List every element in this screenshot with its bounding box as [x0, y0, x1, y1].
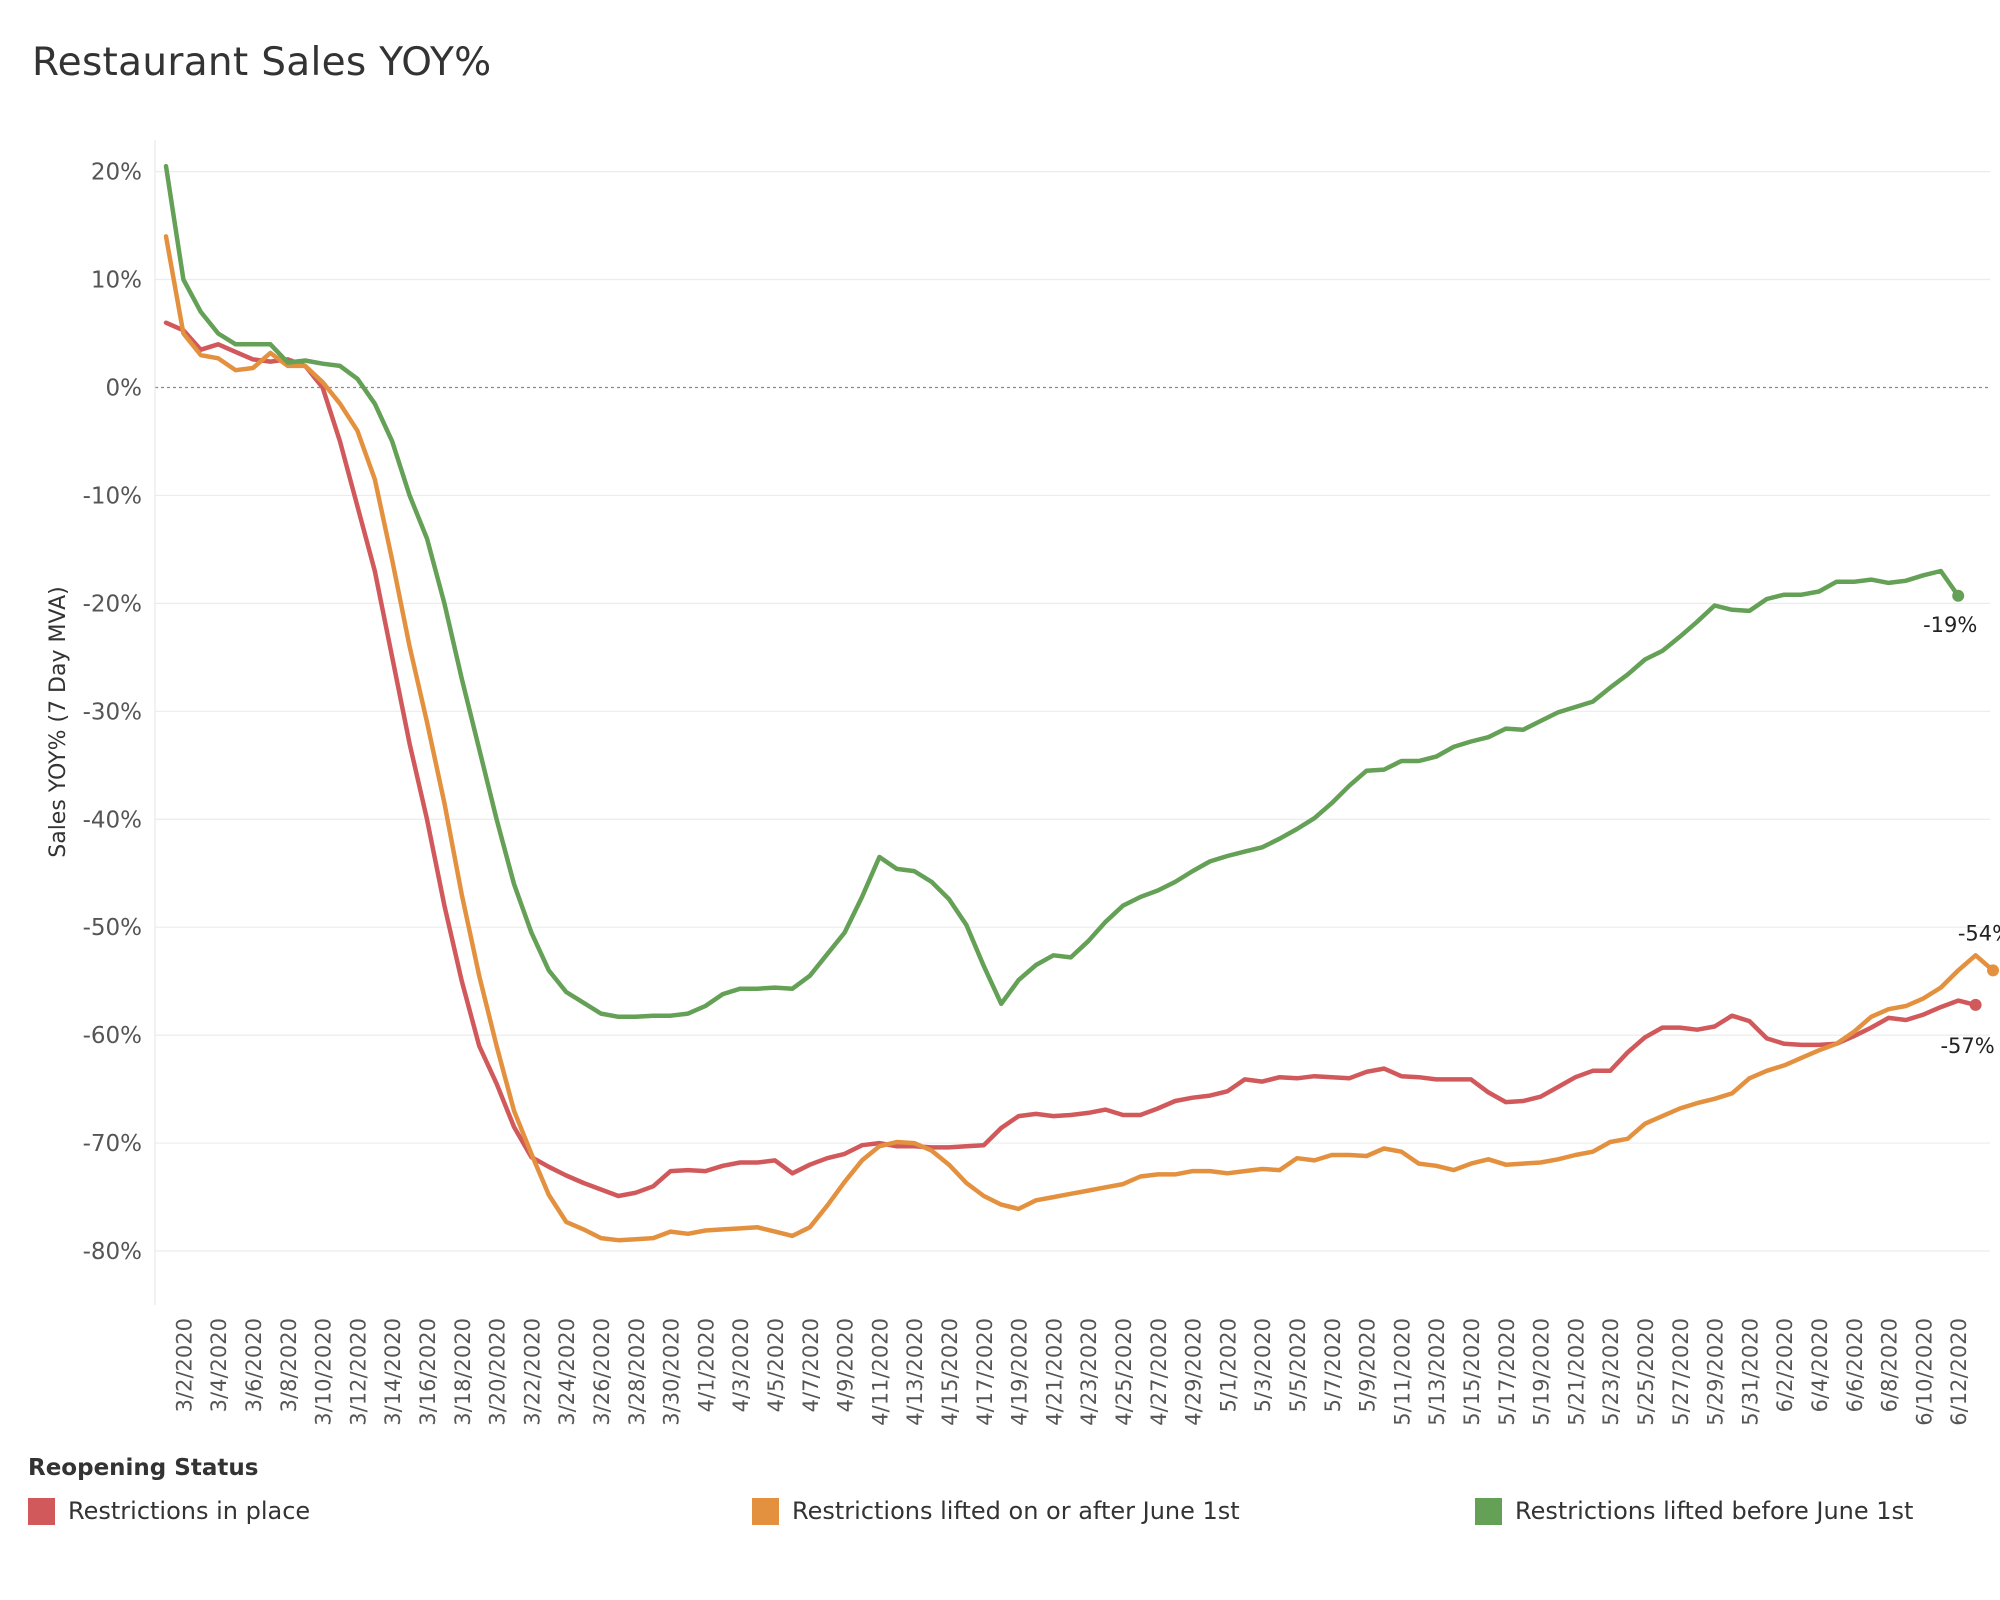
y-axis-ticks: 20% 10% 0% -10% -20% -30% -40% -50% -60% -70% -80% [83, 160, 142, 1265]
legend-swatch [752, 1497, 779, 1525]
y-tick-label: 20% [91, 160, 142, 186]
x-tick-label: 4/1/2020 [694, 1318, 718, 1412]
x-tick-label: 3/20/2020 [486, 1318, 510, 1426]
x-tick-label: 4/21/2020 [1042, 1318, 1066, 1426]
end-labels: -57% -54% -19% [1923, 613, 2000, 1058]
x-tick-label: 3/26/2020 [590, 1318, 614, 1426]
x-axis-ticks: 3/2/2020 3/4/2020 3/6/2020 3/8/2020 3/10/202… [154, 140, 1971, 1426]
x-tick-label: 5/13/2020 [1425, 1318, 1449, 1426]
x-tick-label: 5/21/2020 [1564, 1318, 1588, 1426]
line-chart: 20% 10% 0% -10% -20% -30% -40% -50% -60% -70% -80%… [46, 140, 2000, 1426]
x-tick-label: 5/23/2020 [1599, 1318, 1623, 1426]
x-tick-label: 3/6/2020 [242, 1318, 266, 1412]
x-tick-label: 5/1/2020 [1216, 1318, 1240, 1412]
end-value-label: -19% [1923, 613, 1977, 637]
x-tick-label: 5/7/2020 [1321, 1318, 1345, 1412]
y-tick-label: -10% [83, 483, 142, 509]
x-tick-label: 5/25/2020 [1634, 1318, 1658, 1426]
x-tick-label: 6/10/2020 [1912, 1318, 1936, 1426]
x-tick-label: 3/4/2020 [207, 1318, 231, 1412]
y-tick-label: -40% [83, 807, 142, 833]
legend-label: Restrictions in place [68, 1497, 311, 1525]
x-tick-label: 3/12/2020 [346, 1318, 370, 1426]
x-tick-label: 3/18/2020 [451, 1318, 475, 1426]
series-line-1 [163, 320, 1978, 1199]
series-end-marker [1969, 998, 1982, 1011]
series-line-2 [163, 234, 1996, 1243]
x-tick-label: 6/6/2020 [1843, 1318, 1867, 1412]
legend-item[interactable]: Restrictions in place [28, 1495, 310, 1527]
y-axis-label: Sales YOY% (7 Day MVA) [46, 586, 71, 858]
series-line-3 [163, 163, 1961, 1020]
x-tick-label: 5/5/2020 [1286, 1318, 1310, 1412]
x-tick-label: 6/4/2020 [1808, 1318, 1832, 1412]
x-tick-label: 3/10/2020 [312, 1318, 336, 1426]
legend: Reopening Status Restrictions in place Re… [28, 1455, 1988, 1545]
x-tick-label: 4/17/2020 [973, 1318, 997, 1426]
y-tick-label: -70% [83, 1131, 142, 1157]
x-tick-label: 4/5/2020 [764, 1318, 788, 1412]
y-tick-label: -20% [83, 591, 142, 617]
x-tick-label: 5/31/2020 [1738, 1318, 1762, 1426]
x-tick-label: 3/16/2020 [416, 1318, 440, 1426]
legend-label: Restrictions lifted on or after June 1st [792, 1497, 1240, 1525]
x-tick-label: 5/9/2020 [1356, 1318, 1380, 1412]
y-tick-label: -50% [83, 915, 142, 941]
x-tick-label: 5/27/2020 [1669, 1318, 1693, 1426]
x-tick-label: 3/8/2020 [277, 1318, 301, 1412]
x-tick-label: 5/3/2020 [1251, 1318, 1275, 1412]
legend-label: Restrictions lifted before June 1st [1515, 1497, 1914, 1525]
chart-title: Restaurant Sales YOY% [32, 40, 492, 85]
end-value-label: -57% [1940, 1034, 1994, 1058]
y-tick-label: -60% [83, 1023, 142, 1049]
series-end-marker [1952, 589, 1965, 602]
legend-title: Reopening Status [28, 1455, 259, 1481]
x-tick-label: 3/22/2020 [520, 1318, 544, 1426]
series-end-marker [1987, 964, 1999, 977]
x-tick-label: 3/30/2020 [660, 1318, 684, 1426]
x-tick-label: 3/2/2020 [172, 1318, 196, 1412]
x-tick-label: 4/29/2020 [1182, 1318, 1206, 1426]
y-tick-label: 0% [106, 375, 143, 401]
x-tick-label: 5/11/2020 [1390, 1318, 1414, 1426]
gridlines [155, 170, 1990, 1252]
x-tick-label: 4/15/2020 [938, 1318, 962, 1426]
x-tick-label: 5/29/2020 [1704, 1318, 1728, 1426]
legend-item[interactable]: Restrictions lifted before June 1st [1475, 1495, 1913, 1527]
y-tick-label: -80% [83, 1239, 142, 1265]
legend-item[interactable]: Restrictions lifted on or after June 1st [752, 1495, 1240, 1527]
x-tick-label: 3/24/2020 [555, 1318, 579, 1426]
x-tick-label: 5/17/2020 [1495, 1318, 1519, 1426]
x-tick-label: 6/2/2020 [1773, 1318, 1797, 1412]
y-tick-label: 10% [91, 268, 142, 294]
x-tick-label: 3/14/2020 [381, 1318, 405, 1426]
series-lines [163, 163, 1999, 1243]
y-tick-label: -30% [83, 699, 142, 725]
x-tick-label: 4/23/2020 [1077, 1318, 1101, 1426]
x-tick-label: 6/12/2020 [1947, 1318, 1971, 1426]
x-tick-label: 4/13/2020 [903, 1318, 927, 1426]
x-tick-label: 4/27/2020 [1147, 1318, 1171, 1426]
x-tick-label: 4/7/2020 [799, 1318, 823, 1412]
x-tick-label: 4/19/2020 [1008, 1318, 1032, 1426]
x-tick-label: 4/3/2020 [729, 1318, 753, 1412]
legend-swatch [1475, 1497, 1502, 1525]
legend-swatch [28, 1497, 55, 1525]
x-tick-label: 4/25/2020 [1112, 1318, 1136, 1426]
x-tick-label: 4/9/2020 [834, 1318, 858, 1412]
x-tick-label: 5/15/2020 [1460, 1318, 1484, 1426]
end-value-label: -54% [1958, 921, 2000, 945]
x-tick-label: 5/19/2020 [1530, 1318, 1554, 1426]
x-tick-label: 4/11/2020 [868, 1318, 892, 1426]
x-tick-label: 3/28/2020 [625, 1318, 649, 1426]
x-tick-label: 6/8/2020 [1878, 1318, 1902, 1412]
